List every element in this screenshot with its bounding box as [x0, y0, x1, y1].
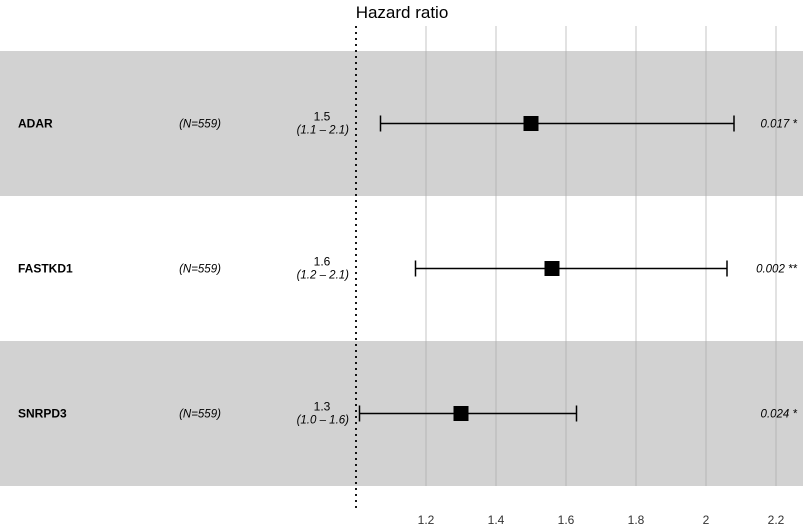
chart-title: Hazard ratio	[356, 3, 449, 22]
hazard-ratio-point	[453, 406, 469, 421]
hr-value-label: 1.6	[314, 255, 331, 269]
hazard-ratio-point	[523, 116, 539, 131]
rows: ADAR (N=559) 1.5(1.1 – 2.1) 0.017 * FASTKD1 (…	[18, 110, 798, 427]
sample-size-label: (N=559)	[179, 264, 221, 276]
sample-size-label: (N=559)	[179, 409, 221, 421]
gene-label: FASTKD1	[18, 262, 73, 276]
grid-lines	[425, 26, 777, 486]
x-tick-label: 1.6	[558, 513, 575, 527]
hr-value-label: 1.5	[314, 110, 331, 124]
x-tick-label: 2	[703, 513, 710, 527]
hazard-ratio-point	[544, 261, 560, 276]
x-axis-ticks: 1.2 1.4 1.6 1.8 2 2.2	[418, 513, 785, 527]
p-value-label: 0.017 *	[761, 119, 798, 131]
x-tick-label: 2.2	[768, 513, 785, 527]
x-tick-label: 1.4	[488, 513, 505, 527]
sample-size-label: (N=559)	[179, 119, 221, 131]
hr-value-label: 1.3	[314, 400, 331, 414]
ci-label: (1.0 – 1.6)	[297, 415, 350, 427]
gene-label: SNRPD3	[18, 407, 67, 421]
ci-label: (1.1 – 2.1)	[297, 125, 350, 137]
gene-label: ADAR	[18, 117, 53, 131]
p-value-label: 0.002 **	[756, 264, 797, 276]
x-tick-label: 1.8	[628, 513, 645, 527]
x-tick-label: 1.2	[418, 513, 435, 527]
forest-row: ADAR (N=559) 1.5(1.1 – 2.1) 0.017 *	[18, 110, 798, 137]
forest-row: SNRPD3 (N=559) 1.3(1.0 – 1.6) 0.024 *	[18, 400, 798, 427]
ci-label: (1.2 – 2.1)	[297, 270, 350, 282]
forest-row: FASTKD1 (N=559) 1.6(1.2 – 2.1) 0.002 **	[18, 255, 798, 282]
p-value-label: 0.024 *	[761, 409, 798, 421]
